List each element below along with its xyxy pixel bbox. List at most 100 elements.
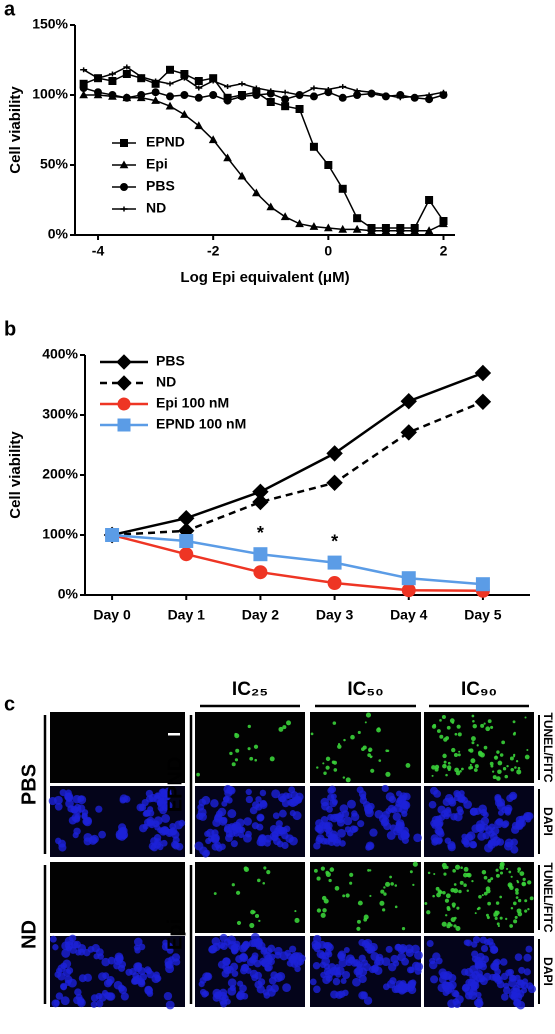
cell [249, 756, 254, 761]
cell [432, 723, 437, 728]
cell [446, 725, 451, 730]
cell [369, 869, 372, 872]
marker [338, 184, 347, 193]
cell [255, 796, 262, 803]
image-bg [50, 712, 185, 783]
cell [452, 869, 456, 873]
cell [483, 722, 486, 725]
marker [119, 160, 129, 169]
cell [364, 808, 374, 818]
cell [476, 952, 485, 961]
cell [226, 965, 234, 974]
cell [472, 723, 477, 729]
cell [475, 999, 484, 1008]
cell [379, 900, 385, 906]
cell [480, 723, 485, 728]
cell [243, 817, 252, 826]
cell [461, 837, 469, 845]
cell [234, 758, 239, 762]
cell [505, 917, 508, 921]
marker [224, 84, 232, 90]
cell [74, 803, 82, 811]
cell [507, 968, 515, 976]
marker [180, 110, 189, 118]
cell [332, 813, 341, 821]
cell [236, 920, 242, 926]
cell [514, 766, 517, 769]
cell [510, 875, 513, 878]
series-line [111, 533, 484, 586]
cell [360, 991, 368, 1000]
marker [116, 354, 132, 370]
legend-label: ND [146, 200, 166, 216]
micrograph [310, 712, 421, 783]
cell [469, 987, 478, 996]
cell [459, 769, 462, 773]
marker [281, 102, 290, 111]
cell [395, 790, 402, 797]
marker [281, 89, 289, 95]
cell [517, 870, 520, 873]
cell [442, 890, 446, 895]
cell [514, 953, 523, 962]
marker [475, 577, 490, 592]
cell [357, 730, 361, 735]
cell [479, 936, 487, 944]
cell [466, 889, 470, 893]
cell [327, 963, 337, 972]
cell [54, 802, 63, 811]
cell [385, 807, 392, 815]
marker [266, 202, 276, 211]
micrograph [424, 712, 534, 783]
cell [320, 971, 327, 979]
cell [506, 764, 509, 768]
cell [220, 942, 228, 951]
cell [490, 826, 500, 835]
cell [367, 753, 372, 758]
cell [439, 734, 444, 739]
cell [321, 895, 327, 901]
cell [516, 879, 519, 882]
cell [75, 949, 82, 956]
marker [352, 224, 362, 233]
micrograph [48, 786, 186, 857]
cell [220, 816, 228, 824]
cell [152, 820, 160, 828]
cell [514, 915, 518, 919]
marker [252, 85, 260, 91]
cell [494, 819, 504, 829]
cell [347, 799, 356, 809]
cell [447, 999, 457, 1009]
cell [463, 866, 469, 872]
cell [380, 889, 385, 894]
cell [227, 978, 237, 988]
cell [471, 714, 475, 718]
scale-bar [168, 733, 180, 736]
cell [472, 936, 481, 944]
cell [213, 892, 217, 895]
cell [238, 944, 248, 953]
cell [461, 968, 469, 976]
cell [496, 922, 500, 926]
cell [370, 768, 375, 773]
cell [494, 910, 498, 914]
cell [471, 955, 479, 963]
micrograph [195, 932, 306, 1008]
micrograph [50, 712, 185, 783]
cell [475, 823, 484, 832]
cell [474, 764, 479, 769]
cell [517, 911, 523, 917]
cell [517, 898, 522, 903]
marker [395, 226, 405, 235]
cell [254, 971, 263, 980]
cell [257, 878, 261, 883]
marker [367, 226, 376, 235]
cell [509, 756, 514, 761]
cell [517, 867, 522, 872]
marker [151, 96, 160, 104]
cell [349, 881, 353, 885]
cell [480, 816, 490, 826]
marker [237, 171, 247, 180]
cell [492, 973, 501, 982]
annotation: * [257, 523, 264, 543]
